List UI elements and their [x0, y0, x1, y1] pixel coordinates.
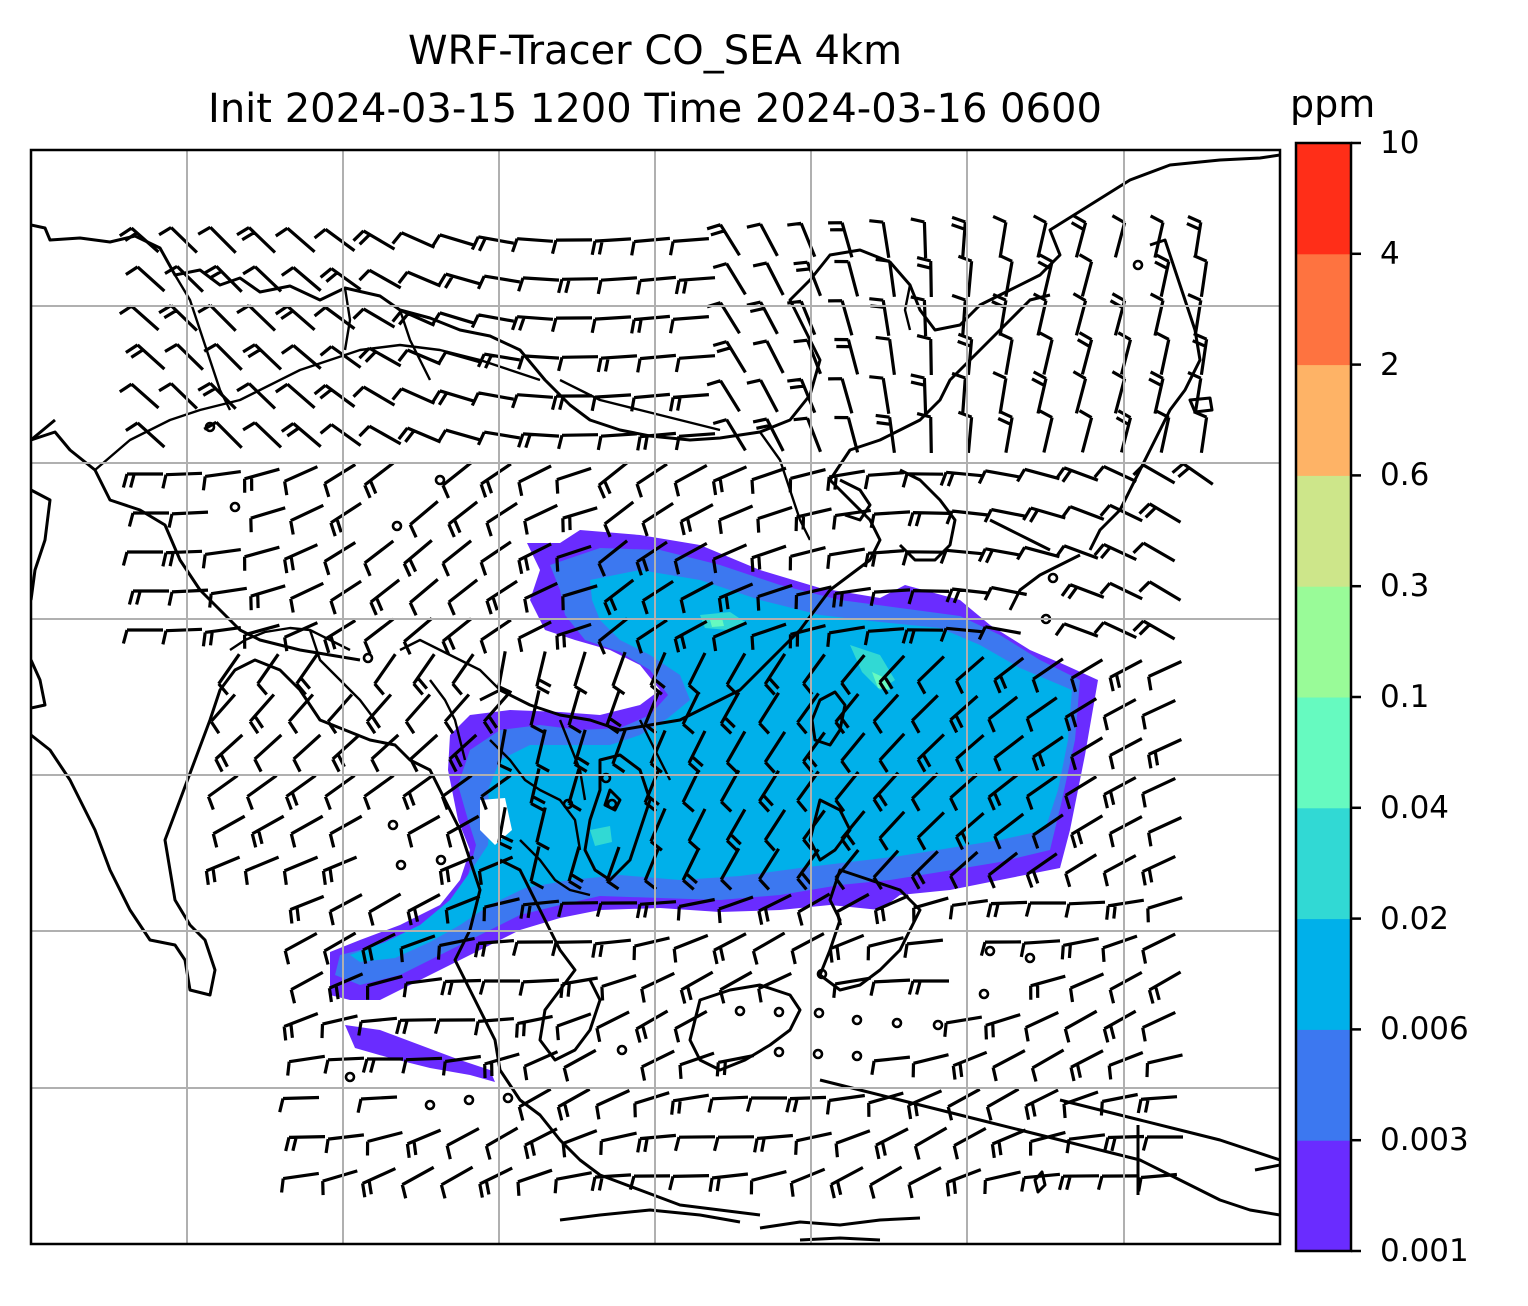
calm-marker — [773, 1006, 785, 1018]
calm-marker — [502, 1092, 514, 1104]
calm-marker — [387, 819, 399, 831]
colorbar-tick-label: 2 — [1380, 346, 1400, 383]
calm-marker — [362, 652, 374, 664]
colorbar-segment — [1296, 364, 1351, 476]
coastlines — [31, 153, 1280, 1242]
colorbar-tick-label: 0.001 — [1380, 1233, 1469, 1269]
colorbar-tick-label: 0.3 — [1380, 568, 1430, 605]
colorbar-segment — [1296, 253, 1351, 366]
calm-marker — [616, 1044, 628, 1056]
colorbar-segment — [1296, 1140, 1351, 1252]
calm-marker — [1132, 259, 1144, 271]
calm-marker — [1047, 572, 1059, 584]
calm-marker — [773, 1046, 785, 1058]
colorbar-ticks — [1351, 141, 1361, 1253]
colorbar — [1296, 143, 1351, 1252]
wind-barbs — [118, 214, 1214, 1199]
calm-marker — [813, 1007, 825, 1019]
colorbar-segment — [1296, 475, 1351, 587]
colorbar-unit: ppm — [1290, 82, 1376, 126]
calm-marker — [984, 945, 996, 957]
calm-marker — [932, 1019, 944, 1031]
calm-marker — [424, 1099, 436, 1111]
graticule — [31, 150, 1280, 1244]
calm-wind-markers — [204, 259, 1144, 1111]
calm-marker — [562, 798, 574, 810]
calm-marker — [344, 1071, 356, 1083]
colorbar-segment — [1296, 143, 1351, 255]
map-subtitle: Init 2024-03-15 1200 Time 2024-03-16 060… — [208, 86, 1102, 132]
calm-marker — [229, 501, 241, 513]
colorbar-tick-label: 4 — [1380, 235, 1400, 272]
calm-marker — [391, 520, 403, 532]
calm-marker — [395, 859, 407, 871]
colorbar-segment — [1296, 807, 1351, 920]
calm-marker — [812, 1048, 824, 1060]
calm-marker — [816, 968, 828, 980]
calm-marker — [891, 1017, 903, 1029]
calm-marker — [606, 798, 618, 810]
colorbar-tick-label: 0.006 — [1380, 1011, 1469, 1048]
colorbar-segment — [1296, 1029, 1351, 1141]
map-title: WRF-Tracer CO_SEA 4km — [407, 28, 903, 74]
calm-marker — [204, 421, 216, 433]
colorbar-segment — [1296, 918, 1351, 1030]
calm-marker — [978, 988, 990, 1000]
map-frame — [29, 148, 1282, 1246]
colorbar-tick-label: 0.02 — [1380, 900, 1450, 937]
colorbar-segment — [1296, 586, 1351, 698]
calm-marker — [435, 854, 447, 866]
calm-marker — [434, 474, 446, 486]
colorbar-tick-label: 0.1 — [1380, 679, 1430, 715]
calm-marker — [851, 1014, 863, 1026]
wind-barb-field — [118, 214, 1214, 1199]
colorbar-tick-label: 0.04 — [1380, 789, 1450, 826]
colorbar-tick-label: 10 — [1380, 125, 1420, 161]
colorbar-tick-label: 0.003 — [1380, 1122, 1469, 1159]
calm-marker — [1024, 952, 1036, 964]
colorbar-segment — [1296, 697, 1351, 809]
calm-marker — [463, 1094, 475, 1106]
calm-marker — [734, 1005, 746, 1017]
calm-marker — [851, 1050, 863, 1062]
colorbar-tick-label: 0.6 — [1380, 457, 1430, 494]
